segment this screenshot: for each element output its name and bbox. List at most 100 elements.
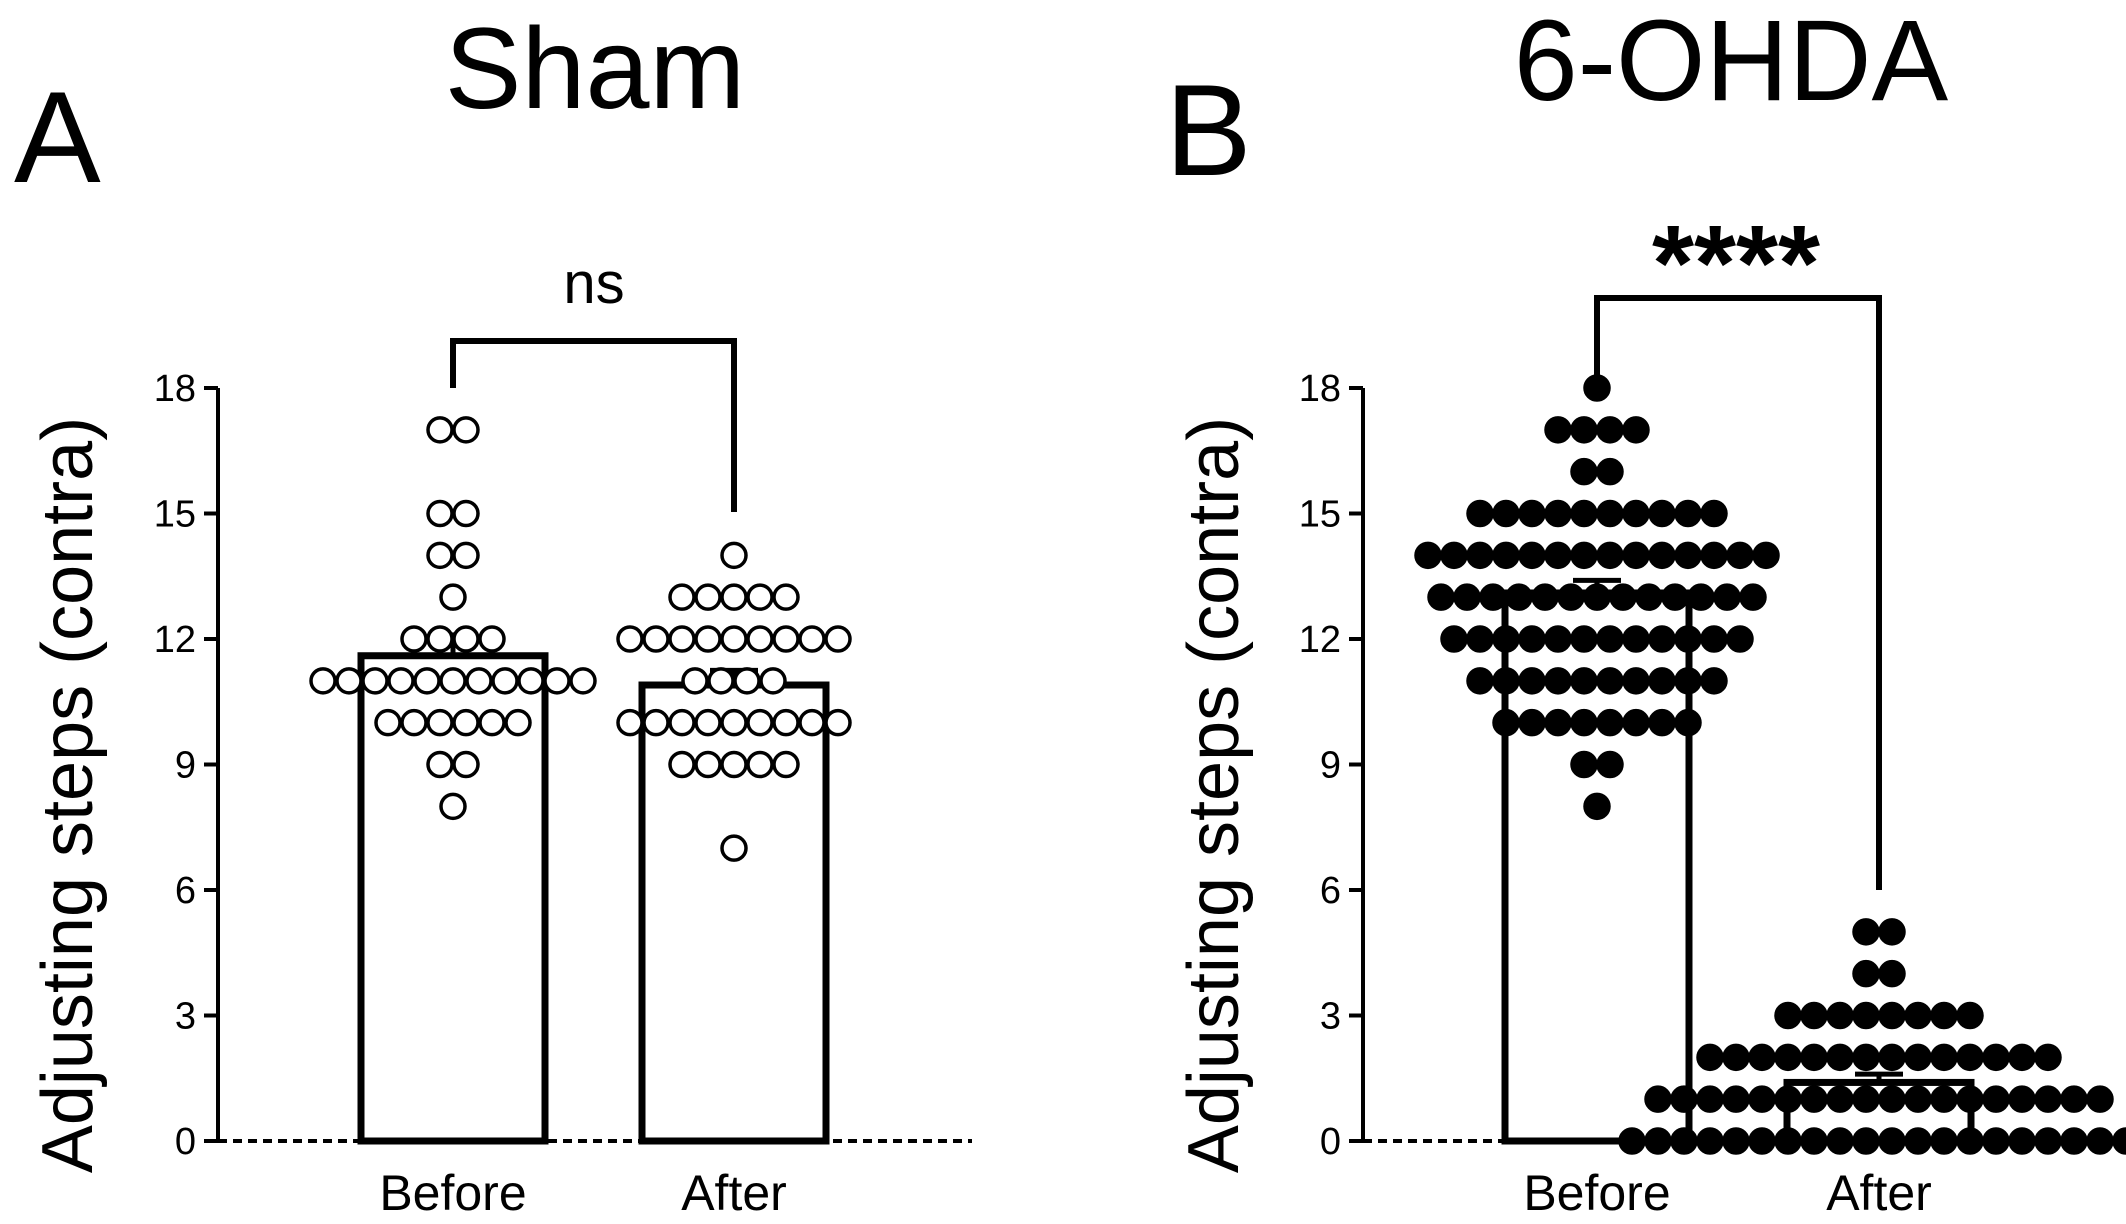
panel-letter-b: B [1165, 57, 1252, 203]
panel-b-point-before [1583, 792, 1611, 821]
panel-b-point-before [1466, 625, 1494, 653]
panel-b-point-before [1596, 625, 1624, 653]
panel-b-y-axis-label: Adjusting steps (contra) [1174, 417, 1254, 1173]
panel-a-point-after [616, 625, 644, 653]
panel-b-point-before [1570, 541, 1598, 570]
panel-b-point-before [1492, 667, 1520, 695]
panel-b-point-before [1544, 416, 1572, 444]
panel-b-y-tick-label: 0 [1320, 1121, 1341, 1163]
panel-a-point-before [439, 792, 467, 821]
panel-b-point-before [1596, 416, 1624, 444]
panel-b-point-before [1596, 750, 1624, 779]
panel-b-point-before [1726, 541, 1754, 570]
panel-b-point-before [1440, 625, 1468, 653]
panel-b-point-after [1852, 1085, 1880, 1113]
panel-a-point-after [746, 708, 774, 737]
panel-b-point-after [1878, 1085, 1906, 1113]
panel-b-point-before [1531, 583, 1559, 611]
panel-b-point-after [1930, 1001, 1958, 1030]
panel-a-point-after [733, 667, 761, 695]
panel-a-point-after [798, 708, 826, 737]
panel-b-point-before [1570, 457, 1598, 486]
panel-b-point-before [1570, 667, 1598, 695]
panel-b-point-before [1518, 667, 1546, 695]
panel-a-point-before [452, 416, 480, 444]
panel-b-point-before [1518, 541, 1546, 570]
panel-b: B 6-OHDA Adjusting steps (contra) 0 3 6 9 12… [1165, 0, 2126, 1221]
panel-b-point-after [2008, 1043, 2036, 1072]
panel-a-point-before [413, 667, 441, 695]
panel-b-point-before [1622, 499, 1650, 528]
panel-a-point-after [759, 667, 787, 695]
panel-b-point-before [1544, 625, 1572, 653]
panel-b-point-after [1852, 918, 1880, 946]
panel-b-point-after [1878, 1001, 1906, 1030]
panel-b-point-after [1904, 1001, 1932, 1030]
panel-a-point-after [772, 583, 800, 611]
panel-a-point-after [668, 708, 696, 737]
panel-b-point-after [1956, 1001, 1984, 1030]
panel-b-point-before [1622, 416, 1650, 444]
panel-b-point-after [1878, 959, 1906, 988]
panel-b-point-after [2060, 1085, 2088, 1113]
panel-a-point-after [720, 750, 748, 779]
panel-a-y-tick-label: 6 [175, 870, 196, 912]
panel-b-point-before [1544, 499, 1572, 528]
panel-b-point-after [1774, 1043, 1802, 1072]
panel-a-point-after [720, 834, 748, 862]
panel-a-point-after [798, 625, 826, 653]
panel-a-y-tick-label: 9 [175, 745, 196, 787]
panel-b-y-tick-label: 6 [1320, 870, 1341, 912]
panel-b-point-before [1544, 667, 1572, 695]
panel-a-point-before [439, 583, 467, 611]
panel-b-point-before [1687, 583, 1715, 611]
panel-b-point-after [1826, 1085, 1854, 1113]
panel-a-y-tick-label: 15 [154, 494, 196, 536]
panel-b-category-label-after: After [1826, 1165, 1932, 1221]
panel-b-point-before [1570, 625, 1598, 653]
panel-a-point-after [694, 625, 722, 653]
panel-a-point-after [720, 708, 748, 737]
panel-b-y-tick-label: 15 [1299, 494, 1341, 536]
panel-b-y-tick-label: 12 [1299, 619, 1341, 661]
panel-b-point-before [1700, 625, 1728, 653]
panel-a-point-before [400, 625, 428, 653]
panel-a-point-before [335, 667, 363, 695]
panel-b-point-after [1826, 1001, 1854, 1030]
panel-b-point-before [1570, 750, 1598, 779]
panel-b-point-before [1518, 708, 1546, 737]
panel-a-point-before [439, 667, 467, 695]
panel-a-bar-before [357, 652, 549, 1145]
panel-b-point-before [1596, 499, 1624, 528]
panel-a-point-after [668, 750, 696, 779]
panel-b-point-after [1852, 1001, 1880, 1030]
panel-a-significance-bracket [450, 338, 737, 512]
panel-b-point-before [1492, 499, 1520, 528]
panel-b-point-after [1852, 959, 1880, 988]
panel-b-point-after [1748, 1085, 1776, 1113]
panel-a-point-before [387, 667, 415, 695]
panel-b-point-before [1700, 541, 1728, 570]
panel-b-point-before [1570, 708, 1598, 737]
panel-b-point-after [1800, 1085, 1828, 1113]
panel-a-point-after [772, 625, 800, 653]
panel-b-y-ticks: 0 3 6 9 12 15 18 [1299, 368, 1363, 1163]
panel-a-point-after [694, 750, 722, 779]
panel-b-point-before [1635, 583, 1663, 611]
panel-b-point-before [1427, 583, 1455, 611]
panel-b-point-before [1674, 541, 1702, 570]
panel-b-point-after [1722, 1085, 1750, 1113]
panel-b-point-after [1644, 1085, 1672, 1113]
panel-b-point-after [1982, 1085, 2010, 1113]
panel-b-point-after [1904, 1043, 1932, 1072]
panel-b-point-after [1904, 1085, 1932, 1113]
panel-b-point-before [1466, 667, 1494, 695]
panel-b-point-after [1748, 1043, 1776, 1072]
panel-b-point-before [1609, 583, 1637, 611]
panel-a: A Sham Adjusting steps (contra) 0 3 6 9 12 15… [14, 5, 972, 1221]
panel-b-point-after [1878, 918, 1906, 946]
panel-b-point-before [1453, 583, 1481, 611]
panel-b-point-before [1583, 583, 1611, 611]
panel-b-point-after [1722, 1043, 1750, 1072]
